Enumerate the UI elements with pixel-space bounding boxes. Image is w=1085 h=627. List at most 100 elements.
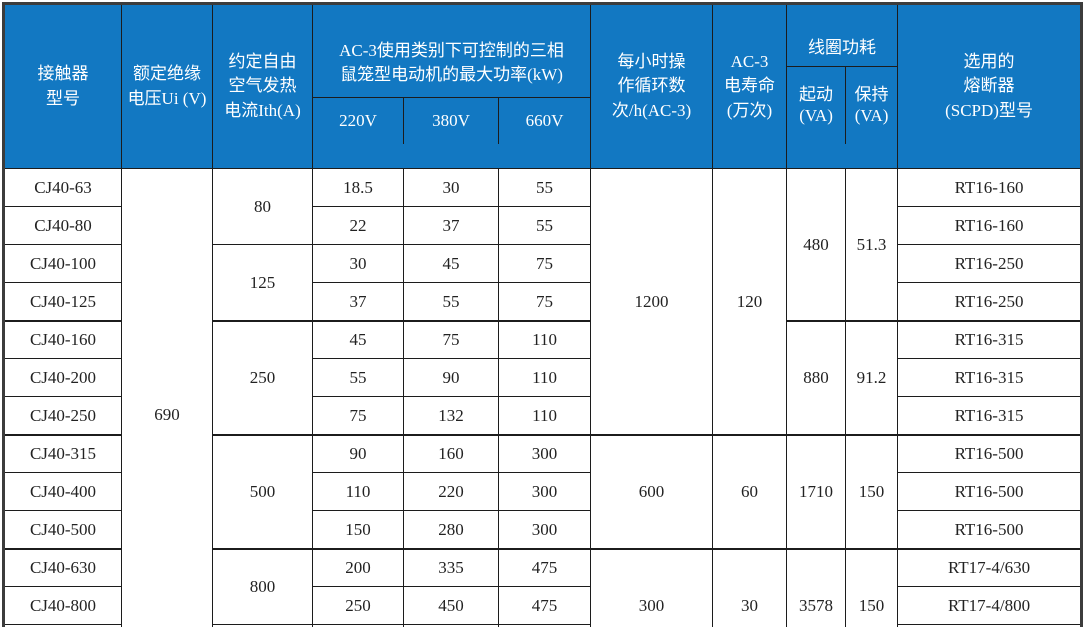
- header-rated-insulation-voltage: 额定绝缘 电压Ui (V): [121, 2, 213, 170]
- cell-model: CJ40-1000: [3, 624, 122, 627]
- header-power-group: AC-3使用类别下可控制的三相 鼠笼型电动机的最大功率(kW) 220V 380…: [311, 2, 592, 170]
- cell-fuse: RT16-315: [897, 319, 1083, 360]
- cell-power-660: 475: [497, 547, 592, 588]
- cell-model: CJ40-250: [3, 396, 122, 436]
- cell-model: CJ40-200: [3, 358, 122, 398]
- table-row: CJ40-100 125 30 45 75 RT16-250: [3, 244, 1083, 322]
- power-subheaders: 220V 380V 660V: [313, 97, 590, 144]
- cell-power-220: 37: [312, 282, 404, 322]
- header-row: 接触器 型号 额定绝缘 电压Ui (V) 约定自由 空气发热 电流Ith(A) …: [3, 2, 1083, 170]
- cell-power-380: 132: [403, 396, 499, 436]
- table-row: CJ40-630 800 200 335 475 300 30 3578 150…: [3, 547, 1083, 627]
- cell-ui-voltage: 690: [121, 168, 213, 627]
- cell-fuse: RT17-4/630: [897, 547, 1083, 588]
- cell-power-220: 110: [312, 472, 404, 512]
- cell-model: CJ40-630: [3, 547, 122, 588]
- cell-power-220: 75: [312, 396, 404, 436]
- cell-power-660: 55: [497, 168, 592, 208]
- cell-power-380: 90: [403, 358, 499, 398]
- header-contactor-model: 接触器 型号: [3, 2, 122, 170]
- cell-model: CJ40-800: [3, 586, 122, 626]
- cell-power-660: 110: [497, 319, 592, 360]
- cell-fuse: RT16-250: [897, 282, 1083, 322]
- cell-model: CJ40-100: [3, 244, 122, 284]
- coil-subheaders: 起动 (VA) 保持 (VA): [787, 66, 897, 144]
- cell-coil-start: 1710: [786, 433, 847, 550]
- table-row: CJ40-125 37 55 75 RT16-250: [3, 282, 1083, 322]
- cell-coil-hold: 150: [845, 547, 899, 627]
- cell-power-380: 55: [403, 282, 499, 322]
- cell-power-660: 110: [497, 358, 592, 398]
- cell-model: CJ40-500: [3, 510, 122, 550]
- coil-group-stack: 线圈功耗 起动 (VA) 保持 (VA): [787, 30, 898, 144]
- cell-fuse: RT16-500: [897, 472, 1083, 512]
- cell-operating-cycles: 300: [590, 547, 714, 627]
- cell-electrical-life: 30: [712, 547, 788, 627]
- cell-power-380: 220: [403, 472, 499, 512]
- cell-power-220: 18.5: [312, 168, 404, 208]
- table-row: CJ40-80 22 37 55 RT16-160: [3, 206, 1083, 246]
- cell-electrical-life: 60: [712, 433, 788, 550]
- cell-coil-start: 880: [786, 319, 847, 436]
- cell-electrical-life: 120: [712, 168, 788, 436]
- header-thermal-current: 约定自由 空气发热 电流Ith(A): [212, 2, 313, 170]
- header-voltage-220: 220V: [339, 111, 377, 131]
- cell-coil-hold: 91.2: [845, 319, 899, 436]
- cell-fuse: RT16-160: [897, 206, 1083, 246]
- header-voltage-660: 660V: [498, 97, 590, 144]
- cell-fuse: RT16-250: [897, 244, 1083, 284]
- cell-coil-hold: 51.3: [845, 168, 899, 322]
- cell-power-380: 45: [403, 244, 499, 284]
- cell-fuse: RT16-315: [897, 358, 1083, 398]
- cell-model: CJ40-315: [3, 433, 122, 474]
- cell-fuse: RT17-4/800: [897, 586, 1083, 626]
- cell-fuse: RT17-4/1250(1000): [897, 624, 1083, 627]
- cell-power-380: 160: [403, 433, 499, 474]
- cell-power-660: 75: [497, 244, 592, 284]
- cell-coil-start: 480: [786, 168, 847, 322]
- cell-power-220: 22: [312, 206, 404, 246]
- cell-power-660: 475: [497, 624, 592, 627]
- cell-power-220: 150: [312, 510, 404, 550]
- cell-power-660: 55: [497, 206, 592, 246]
- cell-power-220: 45: [312, 319, 404, 360]
- cell-power-220: 90: [312, 433, 404, 474]
- cell-power-220: 250: [312, 586, 404, 626]
- cell-ith-current: 125: [212, 244, 313, 322]
- cell-power-380: 450: [403, 586, 499, 626]
- header-coil-group-title: 线圈功耗: [787, 30, 898, 67]
- cell-model: CJ40-125: [3, 282, 122, 322]
- table-body: CJ40-63 690 80 18.5 30 55 1200 120 480 5…: [3, 168, 1083, 627]
- cell-model: CJ40-80: [3, 206, 122, 246]
- table-row: CJ40-500 150 280 300 RT16-500: [3, 510, 1083, 550]
- header-power-group-title: AC-3使用类别下可控制的三相 鼠笼型电动机的最大功率(kW): [313, 30, 591, 98]
- cell-fuse: RT16-315: [897, 396, 1083, 436]
- cell-ith-current: 800: [212, 547, 313, 626]
- table-row: CJ40-1000 1000 360 625 475 RT17-4/1250(1…: [3, 624, 1083, 627]
- table-header: 接触器 型号 额定绝缘 电压Ui (V) 约定自由 空气发热 电流Ith(A) …: [3, 2, 1083, 170]
- cell-power-380: 335: [403, 547, 499, 588]
- cell-coil-start: 3578: [786, 547, 847, 627]
- table-row: CJ40-160 250 45 75 110 880 91.2 RT16-315: [3, 319, 1083, 436]
- header-fuse-type: 选用的 熔断器 (SCPD)型号: [897, 2, 1083, 170]
- cell-power-660: 300: [497, 472, 592, 512]
- cell-operating-cycles: 1200: [590, 168, 714, 436]
- table-row: CJ40-250 75 132 110 RT16-315: [3, 396, 1083, 436]
- cell-power-660: 475: [497, 586, 592, 626]
- header-coil-start: 起动 (VA): [799, 84, 834, 126]
- power-group-stack: AC-3使用类别下可控制的三相 鼠笼型电动机的最大功率(kW) 220V 380…: [313, 30, 591, 144]
- cell-fuse: RT16-500: [897, 433, 1083, 474]
- cell-power-660: 75: [497, 282, 592, 322]
- cell-operating-cycles: 600: [590, 433, 714, 550]
- cell-power-220: 55: [312, 358, 404, 398]
- cell-coil-hold: 150: [845, 433, 899, 550]
- table-row: CJ40-800 250 450 475 RT17-4/800: [3, 586, 1083, 626]
- cell-power-380: 30: [403, 168, 499, 208]
- cell-model: CJ40-400: [3, 472, 122, 512]
- table-row: CJ40-400 110 220 300 RT16-500: [3, 472, 1083, 512]
- cell-power-660: 110: [497, 396, 592, 436]
- cell-power-380: 75: [403, 319, 499, 360]
- header-voltage-380: 380V: [403, 97, 498, 144]
